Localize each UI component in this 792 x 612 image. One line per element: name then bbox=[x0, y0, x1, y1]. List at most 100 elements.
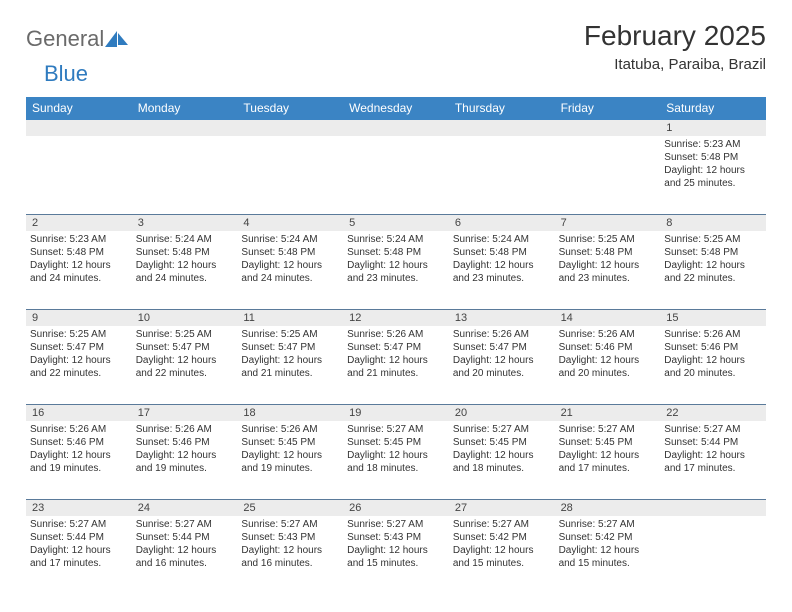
sunset-text: Sunset: 5:47 PM bbox=[347, 341, 445, 354]
sunrise-text: Sunrise: 5:25 AM bbox=[136, 328, 234, 341]
sunrise-text: Sunrise: 5:25 AM bbox=[30, 328, 128, 341]
day-info: Sunrise: 5:23 AMSunset: 5:48 PMDaylight:… bbox=[30, 231, 128, 285]
daylight-text: and 25 minutes. bbox=[664, 177, 762, 190]
sunset-text: Sunset: 5:46 PM bbox=[664, 341, 762, 354]
sunrise-text: Sunrise: 5:23 AM bbox=[664, 138, 762, 151]
day-cell bbox=[555, 136, 661, 214]
day-number-row: 2345678 bbox=[26, 214, 766, 231]
sunrise-text: Sunrise: 5:27 AM bbox=[241, 518, 339, 531]
day-cell bbox=[449, 136, 555, 214]
weekday-header: Monday bbox=[132, 97, 238, 120]
day-number-row: 1 bbox=[26, 120, 766, 136]
day-number bbox=[343, 120, 449, 136]
day-number: 18 bbox=[237, 405, 343, 421]
daylight-text: Daylight: 12 hours bbox=[136, 544, 234, 557]
daylight-text: and 22 minutes. bbox=[30, 367, 128, 380]
day-cell bbox=[26, 136, 132, 214]
day-info: Sunrise: 5:26 AMSunset: 5:47 PMDaylight:… bbox=[347, 326, 445, 380]
day-info: Sunrise: 5:24 AMSunset: 5:48 PMDaylight:… bbox=[347, 231, 445, 285]
day-cell: Sunrise: 5:25 AMSunset: 5:47 PMDaylight:… bbox=[132, 326, 238, 404]
day-info: Sunrise: 5:27 AMSunset: 5:42 PMDaylight:… bbox=[559, 516, 657, 570]
week-row: Sunrise: 5:23 AMSunset: 5:48 PMDaylight:… bbox=[26, 136, 766, 214]
day-number: 24 bbox=[132, 500, 238, 516]
daylight-text: Daylight: 12 hours bbox=[559, 544, 657, 557]
logo-sail-icon bbox=[105, 31, 117, 47]
daylight-text: and 19 minutes. bbox=[30, 462, 128, 475]
day-info: Sunrise: 5:25 AMSunset: 5:47 PMDaylight:… bbox=[136, 326, 234, 380]
day-cell: Sunrise: 5:26 AMSunset: 5:46 PMDaylight:… bbox=[660, 326, 766, 404]
sunset-text: Sunset: 5:45 PM bbox=[241, 436, 339, 449]
daylight-text: and 17 minutes. bbox=[664, 462, 762, 475]
sunrise-text: Sunrise: 5:26 AM bbox=[30, 423, 128, 436]
daylight-text: Daylight: 12 hours bbox=[241, 544, 339, 557]
daylight-text: and 19 minutes. bbox=[136, 462, 234, 475]
sunrise-text: Sunrise: 5:24 AM bbox=[453, 233, 551, 246]
day-cell: Sunrise: 5:27 AMSunset: 5:43 PMDaylight:… bbox=[343, 516, 449, 594]
day-cell: Sunrise: 5:26 AMSunset: 5:47 PMDaylight:… bbox=[343, 326, 449, 404]
sunset-text: Sunset: 5:45 PM bbox=[347, 436, 445, 449]
daylight-text: Daylight: 12 hours bbox=[453, 354, 551, 367]
daylight-text: Daylight: 12 hours bbox=[30, 259, 128, 272]
day-info: Sunrise: 5:26 AMSunset: 5:46 PMDaylight:… bbox=[664, 326, 762, 380]
day-cell: Sunrise: 5:26 AMSunset: 5:46 PMDaylight:… bbox=[555, 326, 661, 404]
day-cell: Sunrise: 5:23 AMSunset: 5:48 PMDaylight:… bbox=[660, 136, 766, 214]
daylight-text: Daylight: 12 hours bbox=[347, 544, 445, 557]
day-info: Sunrise: 5:25 AMSunset: 5:48 PMDaylight:… bbox=[559, 231, 657, 285]
weekday-header: Saturday bbox=[660, 97, 766, 120]
weekday-header: Wednesday bbox=[343, 97, 449, 120]
daylight-text: Daylight: 12 hours bbox=[241, 259, 339, 272]
day-cell: Sunrise: 5:27 AMSunset: 5:45 PMDaylight:… bbox=[343, 421, 449, 499]
sunset-text: Sunset: 5:47 PM bbox=[453, 341, 551, 354]
sunset-text: Sunset: 5:47 PM bbox=[30, 341, 128, 354]
sunrise-text: Sunrise: 5:27 AM bbox=[136, 518, 234, 531]
day-number: 6 bbox=[449, 215, 555, 231]
sunrise-text: Sunrise: 5:26 AM bbox=[347, 328, 445, 341]
daylight-text: Daylight: 12 hours bbox=[347, 354, 445, 367]
sunset-text: Sunset: 5:48 PM bbox=[30, 246, 128, 259]
day-number: 16 bbox=[26, 405, 132, 421]
day-cell: Sunrise: 5:27 AMSunset: 5:45 PMDaylight:… bbox=[449, 421, 555, 499]
day-cell: Sunrise: 5:27 AMSunset: 5:44 PMDaylight:… bbox=[26, 516, 132, 594]
day-cell: Sunrise: 5:27 AMSunset: 5:42 PMDaylight:… bbox=[449, 516, 555, 594]
day-number-row: 9101112131415 bbox=[26, 309, 766, 326]
day-info: Sunrise: 5:27 AMSunset: 5:45 PMDaylight:… bbox=[347, 421, 445, 475]
day-number: 8 bbox=[660, 215, 766, 231]
sunrise-text: Sunrise: 5:24 AM bbox=[136, 233, 234, 246]
day-number: 15 bbox=[660, 310, 766, 326]
sunrise-text: Sunrise: 5:26 AM bbox=[559, 328, 657, 341]
daylight-text: and 19 minutes. bbox=[241, 462, 339, 475]
daylight-text: Daylight: 12 hours bbox=[347, 259, 445, 272]
day-cell bbox=[343, 136, 449, 214]
day-info: Sunrise: 5:27 AMSunset: 5:45 PMDaylight:… bbox=[453, 421, 551, 475]
day-info: Sunrise: 5:27 AMSunset: 5:44 PMDaylight:… bbox=[30, 516, 128, 570]
day-number: 21 bbox=[555, 405, 661, 421]
daylight-text: and 24 minutes. bbox=[241, 272, 339, 285]
sunrise-text: Sunrise: 5:24 AM bbox=[347, 233, 445, 246]
day-info: Sunrise: 5:27 AMSunset: 5:43 PMDaylight:… bbox=[347, 516, 445, 570]
day-info: Sunrise: 5:25 AMSunset: 5:47 PMDaylight:… bbox=[241, 326, 339, 380]
sunrise-text: Sunrise: 5:27 AM bbox=[559, 518, 657, 531]
daylight-text: and 16 minutes. bbox=[241, 557, 339, 570]
day-cell bbox=[237, 136, 343, 214]
day-cell: Sunrise: 5:26 AMSunset: 5:46 PMDaylight:… bbox=[26, 421, 132, 499]
sunset-text: Sunset: 5:44 PM bbox=[136, 531, 234, 544]
sunrise-text: Sunrise: 5:27 AM bbox=[30, 518, 128, 531]
sunrise-text: Sunrise: 5:24 AM bbox=[241, 233, 339, 246]
sunset-text: Sunset: 5:43 PM bbox=[347, 531, 445, 544]
sunset-text: Sunset: 5:45 PM bbox=[559, 436, 657, 449]
day-info: Sunrise: 5:27 AMSunset: 5:45 PMDaylight:… bbox=[559, 421, 657, 475]
day-number: 11 bbox=[237, 310, 343, 326]
daylight-text: and 15 minutes. bbox=[347, 557, 445, 570]
week-row: Sunrise: 5:26 AMSunset: 5:46 PMDaylight:… bbox=[26, 421, 766, 499]
day-number: 25 bbox=[237, 500, 343, 516]
sunrise-text: Sunrise: 5:27 AM bbox=[664, 423, 762, 436]
sunset-text: Sunset: 5:44 PM bbox=[30, 531, 128, 544]
day-number: 19 bbox=[343, 405, 449, 421]
day-number: 17 bbox=[132, 405, 238, 421]
day-cell bbox=[660, 516, 766, 594]
day-cell: Sunrise: 5:25 AMSunset: 5:47 PMDaylight:… bbox=[237, 326, 343, 404]
day-cell: Sunrise: 5:25 AMSunset: 5:48 PMDaylight:… bbox=[555, 231, 661, 309]
logo-sail-icon-2 bbox=[118, 33, 128, 45]
sunset-text: Sunset: 5:48 PM bbox=[664, 151, 762, 164]
daylight-text: and 22 minutes. bbox=[664, 272, 762, 285]
